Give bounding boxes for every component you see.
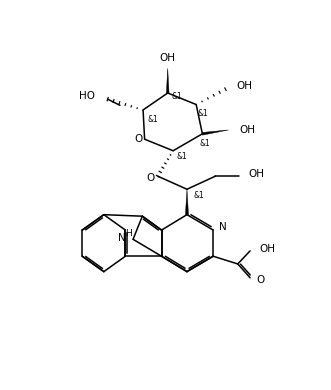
Polygon shape (166, 68, 169, 93)
Text: &1: &1 (198, 109, 209, 118)
Text: &1: &1 (199, 138, 210, 147)
Text: OH: OH (260, 243, 275, 254)
Text: &1: &1 (148, 115, 159, 124)
Text: OH: OH (239, 125, 255, 135)
Text: OH: OH (236, 81, 252, 91)
Text: N: N (219, 222, 227, 232)
Text: &1: &1 (193, 191, 204, 200)
Text: OH: OH (160, 53, 176, 63)
Text: O: O (256, 275, 264, 285)
Text: HO: HO (79, 91, 95, 101)
Polygon shape (202, 130, 228, 135)
Text: O: O (146, 173, 154, 183)
Polygon shape (185, 189, 188, 215)
Text: OH: OH (249, 169, 264, 179)
Text: N: N (118, 233, 126, 243)
Text: H: H (125, 229, 132, 238)
Text: O: O (134, 134, 143, 144)
Text: &1: &1 (171, 92, 182, 101)
Text: &1: &1 (177, 152, 188, 161)
